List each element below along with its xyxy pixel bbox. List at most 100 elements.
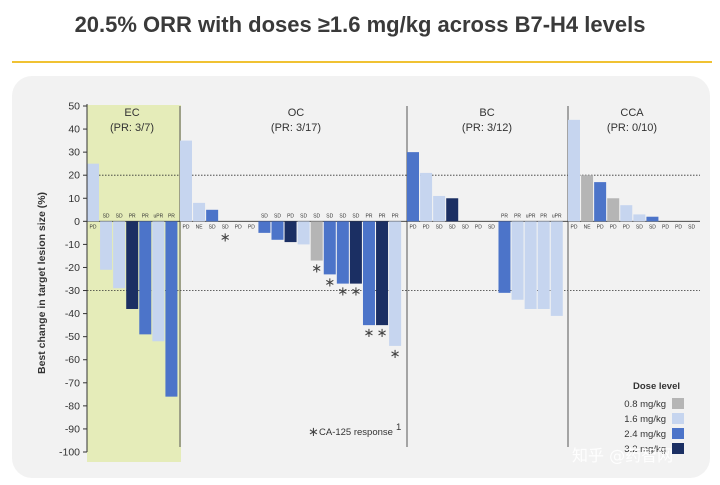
- response-label: SD: [649, 224, 656, 230]
- response-label: SD: [436, 224, 443, 230]
- response-labels: PD SD SD PR PR uPR PR PD NE SD SD PD PD SD SD PD SD SD SD S…: [90, 213, 696, 230]
- response-label: PD: [675, 224, 682, 230]
- bar: [310, 221, 323, 261]
- bar: [646, 216, 659, 222]
- response-label: SD: [313, 213, 320, 219]
- group-headers: EC (PR: 3/7) OC (PR: 3/17) BC (PR: 3/12) CCA (P…: [110, 107, 657, 134]
- ca125-star: ∗: [377, 326, 388, 341]
- response-label: NE: [584, 224, 592, 230]
- group-pr-count: (PR: 3/7): [110, 122, 154, 134]
- y-tick-label: 0: [74, 216, 80, 228]
- bar: [126, 221, 139, 309]
- footnote-star: ∗: [308, 425, 319, 440]
- bar: [180, 140, 192, 222]
- response-label: SD: [261, 213, 268, 219]
- response-label: SD: [326, 213, 333, 219]
- bar: [389, 221, 402, 346]
- y-tick-label: 20: [68, 170, 80, 182]
- bar: [620, 205, 633, 222]
- footnote-superscript: 1: [396, 422, 401, 433]
- response-label: PD: [423, 224, 430, 230]
- response-label: SD: [222, 224, 229, 230]
- bar: [376, 221, 389, 326]
- watermark-text: 知乎 @药智网: [572, 446, 673, 465]
- group-pr-count: (PR: 0/10): [607, 122, 657, 134]
- group-name: EC: [124, 107, 139, 119]
- response-label: PR: [129, 213, 136, 219]
- response-label: PD: [183, 224, 190, 230]
- response-label: PR: [142, 213, 149, 219]
- ca125-star: ∗: [337, 285, 348, 300]
- y-tick-label: -80: [65, 400, 80, 412]
- ca125-star: ∗: [364, 326, 375, 341]
- response-label: SD: [339, 213, 346, 219]
- bar: [498, 221, 511, 293]
- ca125-markers: ∗∗∗∗ ∗∗ ∗∗: [220, 230, 401, 362]
- response-label: NE: [196, 224, 204, 230]
- response-label: PR: [392, 213, 399, 219]
- response-label: SD: [352, 213, 359, 219]
- footnote-text: CA-125 response: [319, 427, 393, 438]
- bar: [113, 221, 126, 289]
- response-label: SD: [488, 224, 495, 230]
- footnote: ∗ CA-125 response 1: [308, 422, 401, 440]
- response-label: PR: [540, 213, 547, 219]
- legend-swatch: [672, 428, 684, 439]
- ca125-star: ∗: [324, 275, 335, 290]
- legend: Dose level 0.8 mg/kg 1.6 mg/kg 2.4 mg/kg 3.…: [624, 381, 684, 455]
- title-divider: [12, 61, 712, 63]
- ca125-star: ∗: [350, 285, 361, 300]
- group-name: CCA: [620, 107, 644, 119]
- response-label: PR: [379, 213, 386, 219]
- bar: [537, 221, 550, 309]
- y-tick-label: -50: [65, 331, 80, 343]
- response-label: PD: [610, 224, 617, 230]
- bar: [433, 195, 446, 222]
- group-pr-count: (PR: 3/17): [271, 122, 321, 134]
- response-label: PR: [366, 213, 373, 219]
- ca125-star: ∗: [311, 262, 322, 277]
- response-label: PD: [475, 224, 482, 230]
- response-label: uPR: [552, 213, 562, 219]
- bar: [206, 209, 219, 222]
- bar: [362, 221, 375, 326]
- bar: [407, 152, 419, 222]
- legend-swatch: [672, 413, 684, 424]
- response-label: SD: [300, 213, 307, 219]
- y-tick-label: -10: [65, 239, 80, 251]
- bar: [100, 221, 113, 270]
- y-tick-label: -20: [65, 262, 80, 274]
- bar: [193, 202, 206, 222]
- response-label: PD: [287, 213, 294, 219]
- response-label: SD: [636, 224, 643, 230]
- response-label: SD: [209, 224, 216, 230]
- response-label: PD: [410, 224, 417, 230]
- response-label: PD: [90, 224, 97, 230]
- response-label: PR: [168, 213, 175, 219]
- response-label: SD: [449, 224, 456, 230]
- response-label: SD: [688, 224, 695, 230]
- response-label: PD: [571, 224, 578, 230]
- y-tick-label: -60: [65, 354, 80, 366]
- y-tick-label: -40: [65, 308, 80, 320]
- bar: [258, 221, 271, 233]
- bar: [349, 221, 362, 284]
- bar: [524, 221, 537, 309]
- response-label: SD: [274, 213, 281, 219]
- response-label: PD: [623, 224, 630, 230]
- bar: [139, 221, 152, 335]
- y-tick-label: -100: [59, 447, 80, 459]
- ca125-star: ∗: [390, 347, 401, 362]
- bar: [633, 214, 646, 222]
- response-label: PD: [597, 224, 604, 230]
- bar: [594, 182, 607, 222]
- group-pr-count: (PR: 3/12): [462, 122, 512, 134]
- group-name: BC: [479, 107, 494, 119]
- response-label: SD: [462, 224, 469, 230]
- response-label: uPR: [153, 213, 163, 219]
- y-tick-label: 10: [68, 193, 80, 205]
- response-label: PD: [248, 224, 255, 230]
- bars: [87, 119, 659, 397]
- response-label: PR: [501, 213, 508, 219]
